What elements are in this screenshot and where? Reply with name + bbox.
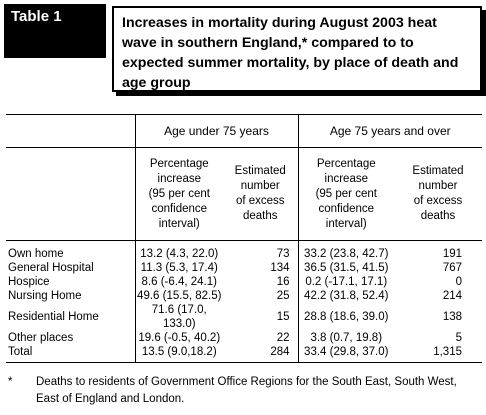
cell-deaths-75-and-over: 5	[455, 332, 462, 344]
cell-pct-under-75: 71.6 (17.0, 133.0)	[134, 303, 223, 331]
mortality-table: Age under 75 years Age 75 years and over…	[6, 114, 482, 363]
cell-pct-75-and-over: 33.2 (23.8, 42.7)	[297, 240, 394, 261]
row-label: Residential Home	[8, 311, 99, 323]
footnote-text: Deaths to residents of Government Office…	[36, 376, 457, 405]
cell-pct-under-75: 8.6 (-6.4, 24.1)	[134, 275, 223, 289]
cell-deaths-under-75: 22	[276, 332, 290, 344]
cell-deaths-under-75: 73	[276, 248, 290, 260]
cell-deaths-75-and-over: 214	[442, 290, 462, 302]
cell-pct-75-and-over: 0.2 (-17.1, 17.1)	[297, 275, 394, 289]
cell-deaths-under-75: 16	[276, 276, 290, 288]
row-label: Own home	[8, 248, 64, 260]
table-row: Other places 19.6 (-0.5, 40.2) 22 3.8 (0.7,…	[6, 331, 482, 345]
cell-pct-under-75: 49.6 (15.5, 82.5)	[134, 289, 223, 303]
cell-deaths-75-and-over: 0	[455, 276, 462, 288]
row-label: Other places	[8, 332, 74, 344]
table-row: Total 13.5 (9.0,18.2) 284 33.4 (29.8, 37.0)…	[6, 345, 482, 363]
header-est-under-75: Estimated number of excess deaths	[223, 147, 298, 241]
cell-deaths-75-and-over: 138	[442, 311, 462, 323]
cell-deaths-under-75: 134	[270, 262, 290, 274]
cell-pct-under-75: 13.5 (9.0,18.2)	[134, 345, 223, 363]
header-pct-75-and-over: Percentage increase (95 per cent confidence…	[297, 147, 394, 241]
table-label: Table 1	[4, 4, 106, 58]
group-header-under-75: Age under 75 years	[134, 114, 298, 148]
row-label-header	[6, 147, 135, 241]
cell-pct-75-and-over: 3.8 (0.7, 19.8)	[297, 331, 394, 345]
row-label: Hospice	[8, 276, 50, 288]
header-est-75-and-over: Estimated number of excess deaths	[394, 147, 482, 241]
row-label: Nursing Home	[8, 290, 82, 302]
cell-pct-under-75: 11.3 (5.3, 17.4)	[134, 261, 223, 275]
table-row: General Hospital 11.3 (5.3, 17.4) 134 36.5 …	[6, 261, 482, 275]
cell-pct-75-and-over: 33.4 (29.8, 37.0)	[297, 345, 394, 363]
corner-cell	[6, 114, 135, 148]
footnote-mark: *	[8, 376, 13, 388]
cell-deaths-75-and-over: 191	[442, 248, 462, 260]
table-row: Residential Home 71.6 (17.0, 133.0) 15 28.8…	[6, 303, 482, 331]
table-row: Own home 13.2 (4.3, 22.0) 73 33.2 (23.8, 42…	[6, 240, 482, 261]
table-row: Nursing Home 49.6 (15.5, 82.5) 25 42.2 (31.…	[6, 289, 482, 303]
cell-pct-75-and-over: 42.2 (31.8, 52.4)	[297, 289, 394, 303]
cell-pct-under-75: 19.6 (-0.5, 40.2)	[134, 331, 223, 345]
cell-deaths-under-75: 15	[276, 311, 290, 323]
header-pct-under-75: Percentage increase (95 per cent confidence…	[134, 147, 223, 241]
row-label: Total	[6, 345, 135, 363]
cell-pct-75-and-over: 36.5 (31.5, 41.5)	[297, 261, 394, 275]
cell-deaths-under-75: 284	[223, 345, 298, 363]
cell-deaths-under-75: 25	[276, 290, 290, 302]
table-row: Hospice 8.6 (-6.4, 24.1) 16 0.2 (-17.1, 17.…	[6, 275, 482, 289]
cell-deaths-75-and-over: 1,315	[394, 345, 482, 363]
cell-deaths-75-and-over: 767	[442, 262, 462, 274]
cell-pct-75-and-over: 28.8 (18.6, 39.0)	[297, 303, 394, 331]
row-label: General Hospital	[8, 262, 94, 274]
table-title: Increases in mortality during August 200…	[112, 6, 482, 92]
group-header-75-and-over: Age 75 years and over	[297, 114, 482, 148]
cell-pct-under-75: 13.2 (4.3, 22.0)	[134, 240, 223, 261]
